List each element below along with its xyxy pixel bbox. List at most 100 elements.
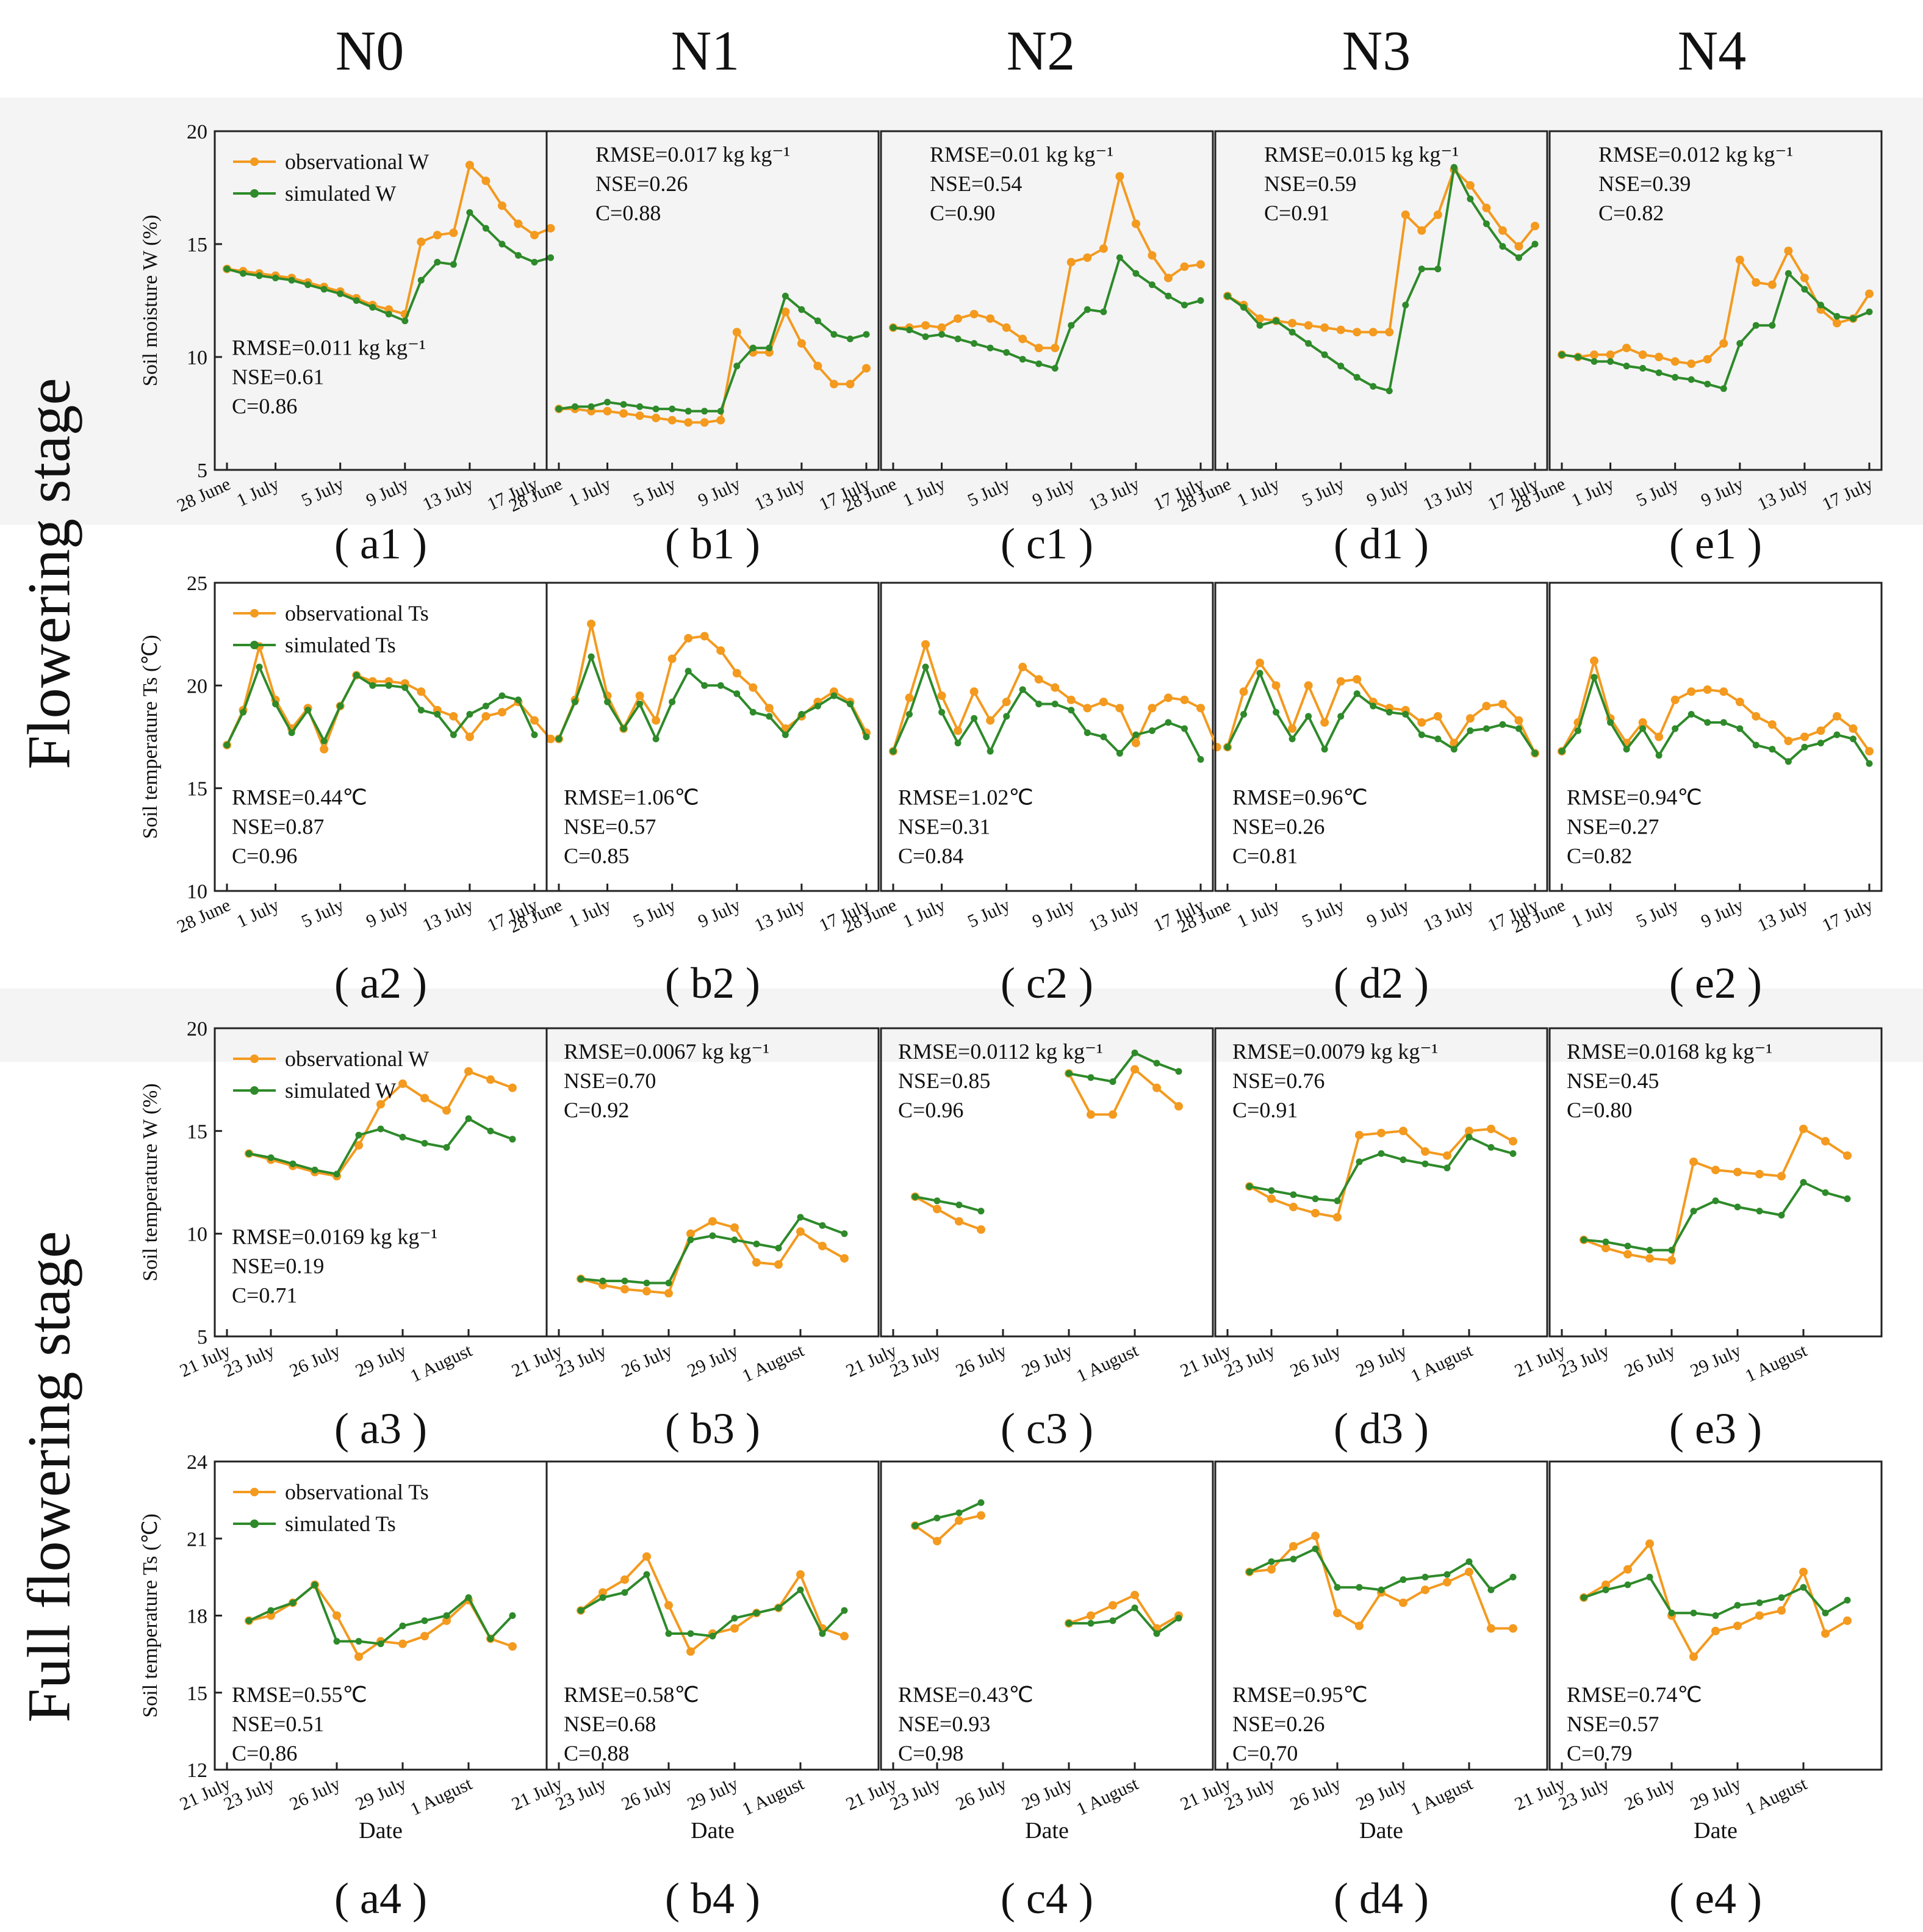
- observed-data-point: [1336, 325, 1345, 334]
- simulated-data-point: [1734, 1203, 1741, 1211]
- simulated-data-point: [1690, 1609, 1697, 1617]
- x-tick-label: 26 July: [1622, 1340, 1678, 1381]
- simulated-data-point: [1450, 746, 1458, 753]
- simulated-data-point: [531, 259, 538, 266]
- x-tick-label: 9 July: [695, 895, 744, 932]
- observed-data-point: [1256, 658, 1265, 668]
- stat-text: C=0.88: [564, 1741, 629, 1765]
- x-tick-label: 28 June: [506, 474, 566, 516]
- simulated-data-point: [636, 403, 644, 410]
- observed-data-point: [986, 314, 995, 323]
- plot-frame: [545, 1460, 880, 1771]
- simulated-data-point: [652, 735, 660, 743]
- panel-label: ( c3 ): [1001, 1404, 1093, 1453]
- simulated-data-point: [498, 692, 506, 699]
- observed-data-point: [1066, 695, 1076, 704]
- stat-text: RMSE=0.0079 kg kg⁻¹: [1232, 1039, 1438, 1064]
- y-tick-label: 20: [187, 121, 207, 143]
- simulated-data-point: [717, 408, 724, 415]
- observed-data-point: [1667, 1256, 1676, 1265]
- simulated-data-point: [1688, 376, 1695, 383]
- y-tick-label: 10: [187, 1224, 207, 1246]
- simulated-data-point: [977, 1208, 985, 1215]
- simulated-data-point: [604, 698, 611, 705]
- observed-data-point: [1606, 350, 1615, 359]
- simulated-data-point: [1289, 328, 1296, 336]
- observed-data-point: [1288, 319, 1297, 328]
- chart-panel: 28 June 1 July 5 July 9 July 13 July 17 JulyR…: [1174, 130, 1548, 516]
- x-tick-label: 1 July: [234, 895, 282, 932]
- stat-text: C=0.92: [564, 1098, 629, 1122]
- panel-label: ( d3 ): [1334, 1404, 1429, 1453]
- observed-data-point: [1601, 1581, 1610, 1589]
- x-tick-label: 26 July: [953, 1773, 1010, 1814]
- simulated-data-point: [417, 276, 425, 284]
- observed-data-point: [1735, 697, 1744, 707]
- simulated-data-point: [1483, 220, 1490, 228]
- observed-data-point: [1399, 1598, 1407, 1607]
- simulated-data-point: [1181, 301, 1188, 309]
- simulated-data-point: [1386, 387, 1393, 394]
- simulated-data-point: [620, 725, 627, 732]
- stat-text: NSE=0.45: [1567, 1069, 1659, 1093]
- observed-data-point: [1590, 350, 1599, 359]
- observed-data-point: [1799, 1124, 1808, 1133]
- simulated-data-point: [1672, 373, 1679, 381]
- simulated-data-point: [1356, 1158, 1363, 1166]
- observed-data-point: [1832, 712, 1841, 721]
- x-tick-label: 1 July: [566, 474, 614, 511]
- observed-data-point: [642, 1286, 651, 1296]
- simulated-data-point: [620, 401, 627, 408]
- simulated-data-point: [337, 290, 344, 297]
- observed-data-point: [1687, 687, 1696, 696]
- observed-data-point: [1590, 656, 1599, 665]
- plot-frame: [1214, 130, 1548, 471]
- observed-data-point: [1465, 181, 1475, 190]
- panel-label: ( e3 ): [1669, 1404, 1762, 1453]
- legend-marker: [250, 157, 259, 166]
- simulated-data-point: [1769, 322, 1776, 329]
- simulated-data-point: [797, 1214, 804, 1221]
- simulated-data-point: [1866, 760, 1873, 767]
- simulated-data-point: [240, 270, 247, 277]
- observed-data-point: [635, 691, 644, 701]
- x-tick-label: 23 July: [887, 1340, 944, 1381]
- simulated-data-point: [1822, 1189, 1829, 1196]
- stat-text: RMSE=0.011 kg kg⁻¹: [232, 335, 426, 359]
- observed-data-point: [1465, 1126, 1473, 1136]
- observed-data-point: [1443, 1577, 1451, 1587]
- observed-data-point: [667, 416, 677, 425]
- observed-data-point: [1163, 693, 1173, 702]
- legend-marker: [250, 1519, 259, 1528]
- observed-data-point: [1711, 1626, 1720, 1635]
- simulated-data-point: [1175, 1615, 1182, 1622]
- simulated-data-point: [1165, 719, 1172, 726]
- simulated-data-point: [1224, 292, 1231, 300]
- observed-data-point: [1083, 253, 1092, 262]
- simulated-data-point: [621, 1589, 628, 1596]
- simulated-data-point: [1289, 735, 1296, 743]
- simulated-data-point: [1646, 1247, 1653, 1254]
- simulated-data-point: [577, 1275, 584, 1283]
- observed-data-point: [354, 1141, 363, 1150]
- panel-label: ( b4 ): [665, 1874, 760, 1923]
- x-tick-label: 1 July: [566, 895, 614, 932]
- x-tick-label: 1 August: [1408, 1773, 1476, 1820]
- observed-data-point: [1482, 203, 1491, 212]
- stat-text: C=0.71: [232, 1283, 297, 1308]
- x-tick-label: 29 July: [1353, 1773, 1410, 1814]
- simulated-data-point: [1334, 1584, 1341, 1591]
- observed-data-point: [1109, 1110, 1117, 1119]
- simulated-data-point: [1443, 1164, 1451, 1172]
- column-header-n1: N1: [670, 20, 740, 82]
- simulated-data-point: [555, 735, 563, 743]
- legend-marker: [250, 1086, 259, 1095]
- observed-data-point: [1514, 242, 1523, 251]
- simulated-data-point: [399, 1622, 406, 1629]
- simulated-series-line: [1249, 1135, 1514, 1202]
- simulated-data-point: [1607, 358, 1614, 365]
- plot-frame: [1548, 1460, 1883, 1771]
